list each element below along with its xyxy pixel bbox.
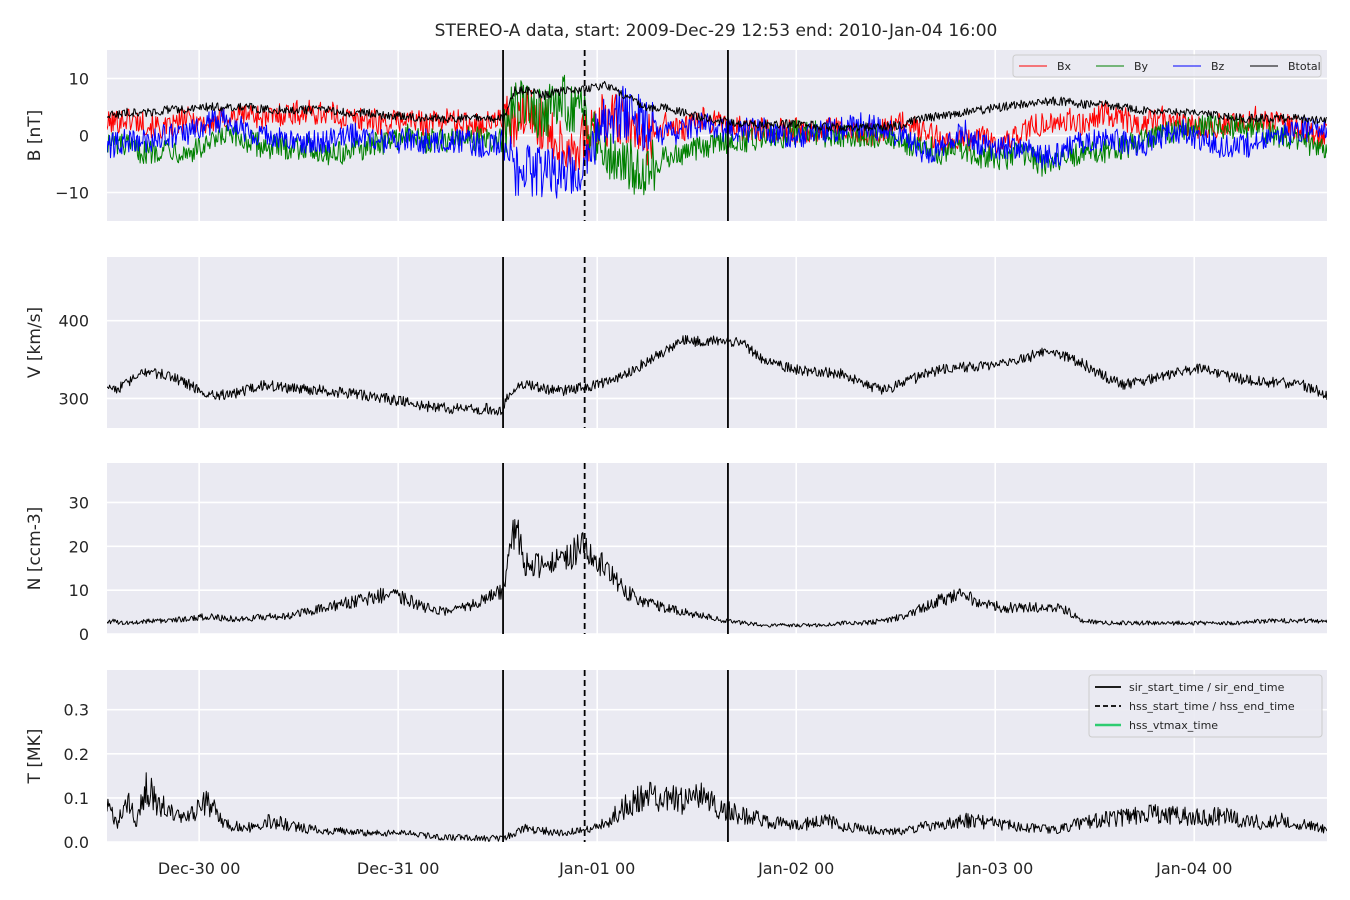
panel-background [107,463,1327,634]
y-axis-label: V [km/s] [25,307,45,378]
y-tick-label: 20 [69,537,89,556]
y-tick-label: 30 [69,493,89,512]
x-tick-label: Jan-01 00 [558,859,635,878]
x-tick-label: Dec-31 00 [357,859,440,878]
y-tick-label: 0 [79,127,89,146]
series-line-bz [107,85,1327,199]
y-tick-label: 0 [79,625,89,644]
panel-n: 30 20 10 0 N [ccm-3] [25,463,1327,644]
legend-label: sir_start_time / sir_end_time [1129,681,1285,694]
x-tick-label: Jan-04 00 [1155,859,1232,878]
panel-background [107,257,1327,428]
legend-label: By [1134,60,1149,73]
plot-area [107,74,1327,199]
x-tick-label: Jan-02 00 [757,859,834,878]
series-line [107,335,1327,416]
legend-box [1012,54,1322,78]
y-tick-label: 0.3 [64,701,89,720]
y-tick-label: −10 [55,184,89,203]
plot-area [107,335,1327,416]
y-tick-label: 0.2 [64,745,89,764]
series-line [107,772,1327,842]
panel-t: 0.3 0.2 0.1 0.0 T [MK] Dec-30 00 Dec-31 00 Jan-… [25,670,1327,878]
series-line [107,519,1327,628]
legend-label: Bx [1057,60,1072,73]
y-tick-label: 300 [58,389,89,408]
y-axis-label: B [nT] [25,110,45,162]
y-tick-label: 10 [69,581,89,600]
y-tick-label: 400 [58,312,89,331]
chart-title: STEREO-A data, start: 2009-Dec-29 12:53 … [435,21,998,41]
x-tick-label: Dec-30 00 [158,859,241,878]
y-axis-label: N [ccm-3] [25,507,45,591]
panel-v: 400 300 V [km/s] [25,257,1327,428]
legend-label: Btotal [1288,60,1321,73]
legend-t: sir_start_time / sir_end_time hss_start_t… [1088,674,1323,738]
y-tick-label: 0.1 [64,789,89,808]
y-tick-label: 0.0 [64,833,89,852]
series-line-btotal [107,80,1327,132]
legend-label: hss_vtmax_time [1129,719,1218,732]
panel-b: 10 0 −10 B [nT] Bx By Bz Btotal [25,50,1327,221]
legend-box [1088,674,1323,738]
plot-area [107,519,1327,628]
y-tick-label: 10 [69,70,89,89]
x-tick-label: Jan-03 00 [956,859,1033,878]
legend-b: Bx By Bz Btotal [1012,54,1322,78]
y-axis-label: T [MK] [25,729,45,785]
plot-area [107,772,1327,842]
legend-label: Bz [1211,60,1225,73]
legend-label: hss_start_time / hss_end_time [1129,700,1295,713]
